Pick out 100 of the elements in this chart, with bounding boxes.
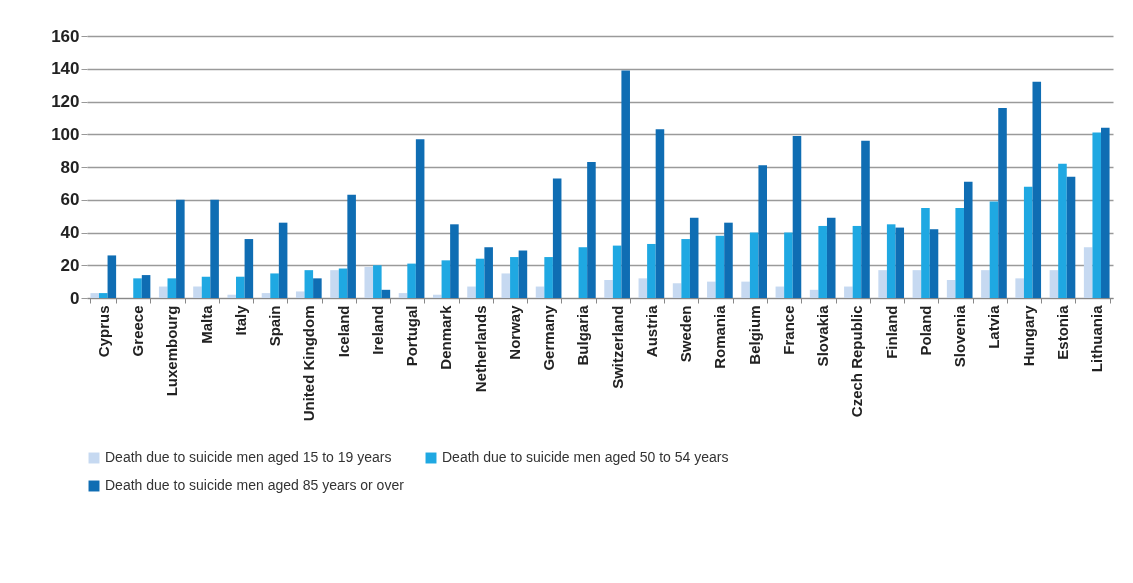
- bar: [741, 281, 750, 298]
- bar: [895, 227, 905, 298]
- x-tick-label: Iceland: [334, 305, 352, 358]
- y-tick-label: 160: [51, 26, 80, 46]
- bar: [236, 276, 245, 298]
- x-tick-label: Slovenia: [951, 304, 969, 368]
- bar: [510, 257, 519, 298]
- x-tick-label: Lithuania: [1088, 304, 1106, 373]
- bar: [981, 270, 990, 298]
- bar: [715, 235, 725, 298]
- bar: [861, 140, 870, 298]
- bar: [578, 247, 588, 298]
- bar: [364, 266, 374, 298]
- bar: [1083, 247, 1093, 298]
- legend-label: Death due to suicide men aged 85 years or over: [105, 477, 405, 493]
- bar: [1049, 270, 1059, 298]
- x-tick-label: Spain: [266, 305, 284, 347]
- bar: [1066, 176, 1076, 298]
- y-tick-label: 60: [60, 190, 80, 210]
- bar: [433, 294, 442, 298]
- y-tick-label: 40: [60, 223, 80, 242]
- x-tick-label: Estonia: [1053, 304, 1071, 360]
- bar: [330, 270, 339, 298]
- x-tick-label: Denmark: [437, 304, 455, 370]
- bar: [347, 194, 356, 298]
- bar: [415, 139, 425, 298]
- bar: [758, 165, 767, 298]
- bar: [441, 260, 451, 298]
- bar: [647, 243, 656, 298]
- x-tick-label: Romania: [711, 304, 729, 369]
- bar: [689, 217, 699, 298]
- bar: [946, 279, 956, 298]
- legend-label: Death due to suicide men aged 50 to 54 years: [442, 449, 729, 465]
- bar: [749, 232, 759, 298]
- bar: [912, 270, 922, 298]
- bar: [167, 278, 177, 298]
- bar: [792, 135, 802, 298]
- bar: [90, 293, 99, 298]
- bar: [278, 222, 288, 298]
- bar: [921, 207, 930, 298]
- bar: [604, 279, 613, 298]
- bar: [1015, 278, 1024, 298]
- bar: [612, 245, 622, 298]
- bar: [338, 268, 348, 298]
- bar: [313, 278, 322, 298]
- bar: [407, 263, 416, 298]
- bar: [963, 181, 973, 298]
- y-tick-label: 80: [60, 157, 80, 177]
- bar: [655, 129, 665, 298]
- x-tick-label: Latvia: [985, 304, 1003, 349]
- bar: [304, 270, 314, 298]
- y-tick-label: 100: [51, 124, 80, 144]
- bar: [681, 239, 690, 298]
- bar: [158, 286, 168, 298]
- bar: [672, 283, 682, 298]
- bar: [852, 225, 862, 298]
- bar: [724, 222, 733, 298]
- x-tick-label: Netherlands: [471, 305, 489, 393]
- x-tick-label: France: [779, 305, 797, 355]
- x-tick-label: Switzerland: [608, 305, 626, 389]
- x-tick-label: Sweden: [677, 305, 695, 363]
- bar: [270, 273, 279, 298]
- x-tick-label: Ireland: [368, 305, 386, 355]
- bar: [955, 207, 964, 298]
- bar: [501, 273, 511, 298]
- bar: [107, 255, 117, 298]
- bar: [450, 224, 459, 298]
- bar: [295, 291, 305, 298]
- bar: [227, 294, 237, 298]
- legend-label: Death due to suicide men aged 15 to 19 years: [105, 449, 392, 465]
- x-tick-label: Slovakia: [814, 304, 832, 367]
- bar: [989, 201, 999, 298]
- x-tick-label: Hungary: [1019, 304, 1037, 367]
- x-tick-label: Czech Republic: [848, 305, 866, 418]
- x-tick-label: Austria: [642, 304, 660, 358]
- bar: [398, 293, 408, 298]
- y-tick-label: 140: [51, 59, 80, 79]
- bar: [210, 199, 219, 298]
- bar: [621, 70, 630, 298]
- bar: [638, 278, 648, 298]
- bar: [707, 281, 716, 298]
- bar: [201, 276, 211, 298]
- bar: [1092, 132, 1102, 298]
- bar: [193, 286, 202, 298]
- bar: [784, 232, 793, 298]
- bar: [1101, 127, 1110, 298]
- bar: [544, 257, 553, 298]
- x-tick-label: Norway: [505, 304, 523, 360]
- bar: [141, 275, 151, 298]
- bar: [176, 199, 185, 298]
- y-tick-label: 20: [60, 255, 80, 275]
- x-tick-label: Greece: [129, 305, 147, 357]
- x-tick-label: Bulgaria: [574, 304, 592, 366]
- x-tick-label: United Kingdom: [300, 305, 318, 422]
- bar: [878, 270, 887, 298]
- y-tick-label: 0: [70, 288, 80, 308]
- bar: [1058, 163, 1067, 298]
- x-tick-label: Poland: [916, 305, 934, 356]
- bar: [475, 258, 485, 298]
- x-tick-label: Cyprus: [94, 305, 112, 358]
